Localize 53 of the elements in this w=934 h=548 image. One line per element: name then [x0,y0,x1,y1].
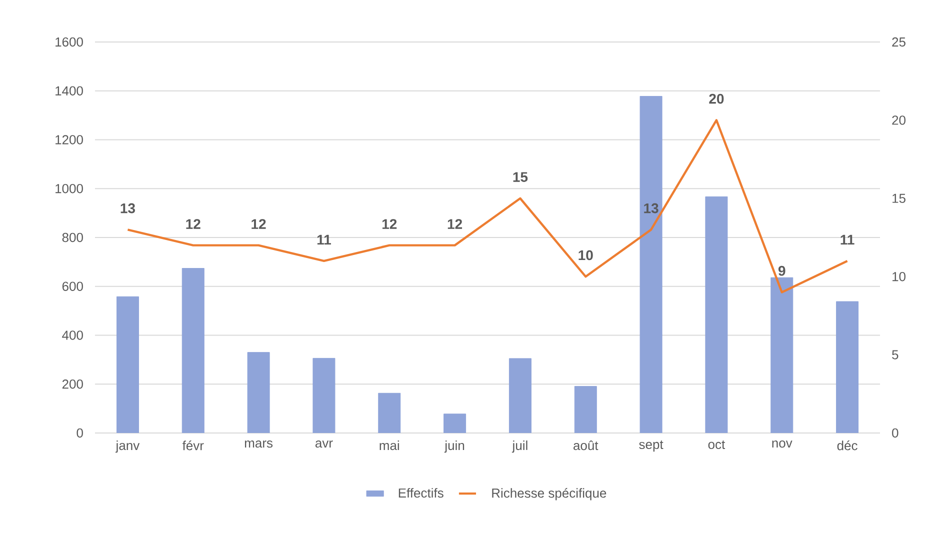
y-tick-label: 1600 [56,37,83,47]
bar [312,358,336,433]
y-tick-label: 400 [62,330,83,340]
x-tick-label: févr [182,440,204,450]
data-label: 11 [840,234,854,245]
x-tick-label: sept [639,440,664,452]
data-label: 13 [120,203,135,214]
x-tick-label: mai [380,440,399,450]
x-tick-label: juin [444,440,464,453]
x-tick-label: déc [837,440,858,450]
x-tick-label: mars [244,440,273,448]
data-label: 12 [382,219,397,229]
bar [574,386,597,433]
x-tick-label: janv [115,440,140,453]
data-label: 20 [709,94,724,104]
y2-tick-label: 25 [892,37,906,47]
bar [378,392,401,433]
y2-tick-label: 0 [892,428,898,438]
bar [640,96,662,433]
bar [444,414,466,433]
data-label: 11 [317,234,331,245]
y-tick-label: 1000 [56,184,83,194]
bar [182,268,204,433]
bar [836,301,859,433]
data-label: 15 [513,172,528,182]
data-label: 9 [778,266,786,276]
y2-tick-label: 10 [892,272,906,282]
data-label: 12 [252,219,266,229]
bar [116,296,139,433]
y-tick-label: 200 [62,380,83,389]
legend-label: Richesse spécifique [492,488,606,500]
data-label: 12 [186,219,200,229]
y-tick-label: 600 [62,282,83,291]
data-label: 13 [644,203,658,214]
bar [770,277,794,433]
y-tick-label: 800 [62,232,83,242]
y-tick-label: 1200 [56,135,83,144]
x-tick-label: oct [708,440,726,450]
x-tick-label: nov [772,440,792,448]
x-tick-label: juil [512,440,528,453]
y2-tick-label: 5 [892,350,898,360]
y-tick-label: 0 [76,428,83,438]
bar [705,196,728,433]
y2-tick-label: 15 [892,194,906,203]
data-label: 12 [448,219,462,229]
x-tick-label: août [574,440,598,450]
data-label: 10 [578,250,593,260]
y-tick-label: 1400 [56,86,83,96]
y2-tick-label: 20 [892,116,906,125]
x-tick-label: avr [315,440,333,448]
legend-label: Effectifs [398,488,444,498]
bar [508,358,532,433]
bar [247,352,270,433]
